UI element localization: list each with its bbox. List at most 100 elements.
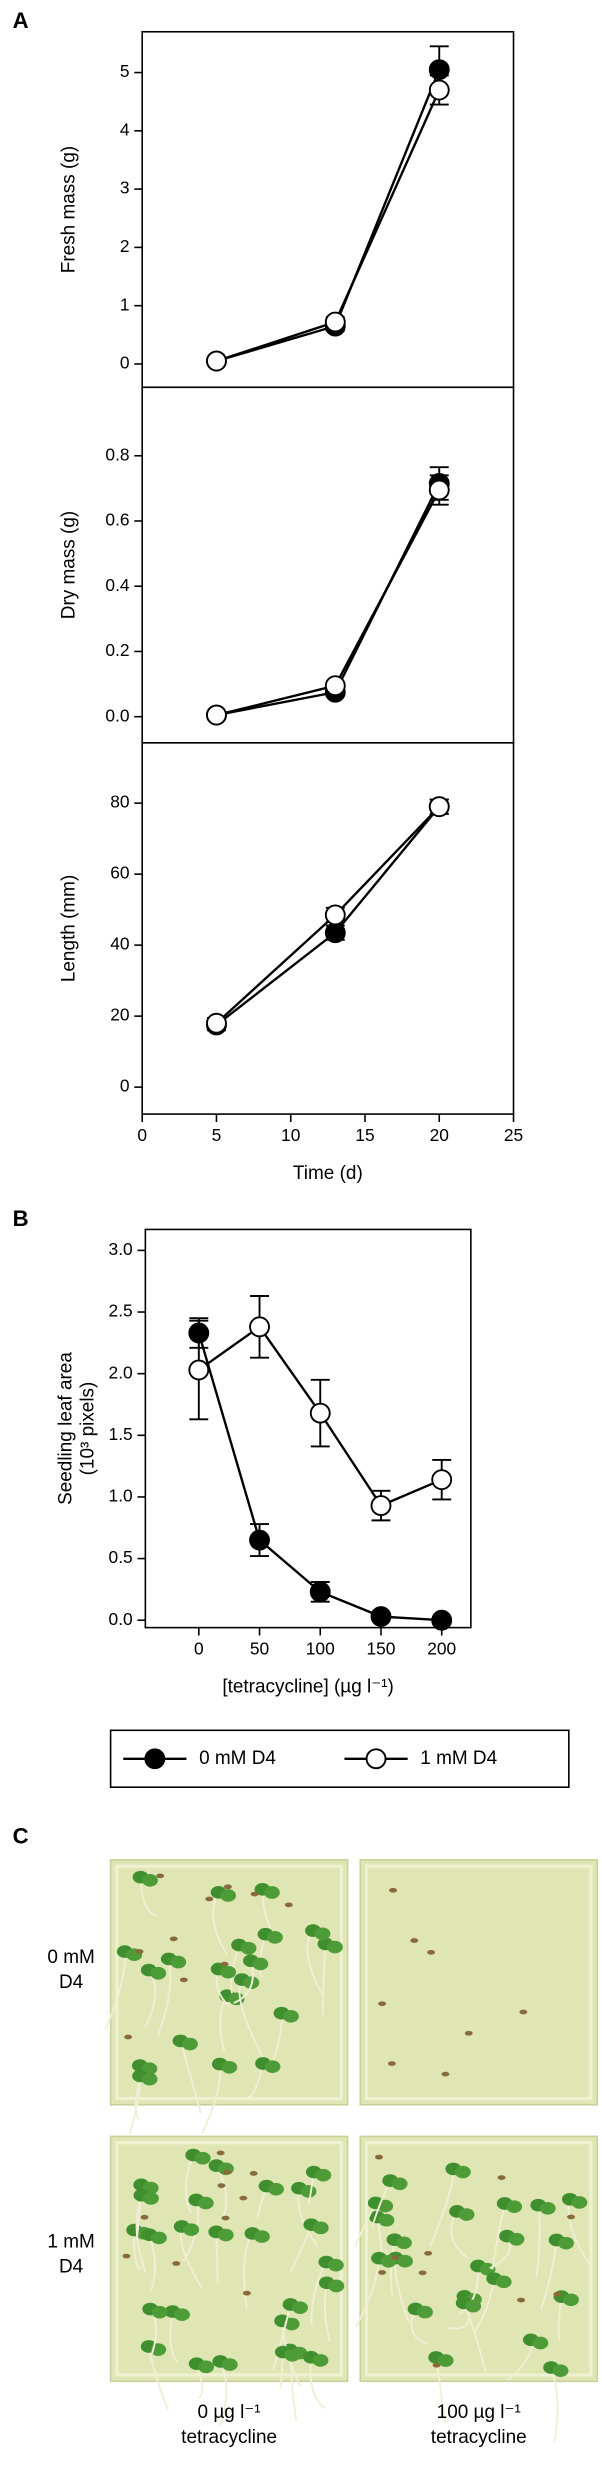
seed	[441, 2071, 450, 2077]
plot-frame	[141, 30, 515, 389]
marker	[431, 1609, 453, 1631]
seedling-leaf	[170, 1955, 187, 1969]
marker	[249, 1529, 270, 1551]
x-axis-label: Time (d)	[293, 1163, 363, 1184]
seedling-leaf	[284, 2348, 301, 2362]
plot-frame	[141, 741, 515, 1115]
photos	[104, 1859, 599, 2443]
seed	[284, 1902, 293, 1908]
column-label: tetracycline	[181, 2427, 277, 2448]
legend-label: 0 mM D4	[199, 1748, 276, 1769]
seedling-stem	[135, 2194, 147, 2273]
seed	[172, 2261, 181, 2266]
seedling-stem	[550, 2367, 559, 2443]
y-tick-label: 1.5	[109, 1424, 133, 1444]
photo	[359, 1859, 599, 2106]
x-axis-label: [tetracycline] (µg l⁻¹)	[222, 1677, 394, 1698]
seed	[424, 2250, 433, 2256]
seedling-leaf	[552, 2364, 569, 2377]
marker	[428, 796, 450, 818]
seed	[553, 2291, 562, 2297]
seed	[427, 1949, 436, 1955]
seedling-leaf	[314, 1927, 331, 1941]
photo-edge	[364, 1864, 593, 2101]
x-tick-label: 100	[306, 1638, 335, 1658]
x-tick-label: 5	[212, 1125, 222, 1145]
seedling-leaf	[539, 2201, 556, 2215]
seed	[464, 2030, 473, 2036]
seedling-leaf	[267, 1931, 283, 1944]
marker	[249, 1316, 270, 1338]
seed	[497, 2175, 506, 2180]
marker	[188, 1359, 210, 1381]
seed	[220, 1961, 229, 1967]
seed	[410, 1938, 419, 1943]
marker	[428, 59, 450, 81]
seedling-leaf	[495, 2275, 512, 2289]
seedling-leaf	[197, 2196, 214, 2210]
column-label: tetracycline	[431, 2427, 527, 2448]
x-tick-label: 20	[430, 1125, 449, 1145]
seedling-leaf	[327, 2258, 344, 2272]
x-tick-label: 10	[281, 1125, 300, 1145]
photo-edge	[115, 1864, 343, 2101]
seedling-leaf	[268, 2182, 284, 2196]
x-tick-label: 0	[137, 1125, 147, 1145]
row-label: D4	[59, 2257, 83, 2278]
seedling-leaf	[141, 2072, 158, 2086]
seed	[517, 2297, 525, 2303]
photo-edge	[115, 2141, 343, 2377]
marker	[370, 1606, 392, 1627]
seedling-leaf	[151, 2305, 168, 2319]
seedling-leaf	[183, 2223, 200, 2236]
seedling-leaf	[532, 2336, 549, 2350]
seedling-leaf	[142, 1873, 158, 1887]
seed	[169, 1936, 178, 1942]
seedling-leaf	[397, 2254, 413, 2268]
seed	[519, 2009, 528, 2015]
seed	[239, 2195, 248, 2201]
y-tick-label: 3.0	[109, 1239, 133, 1259]
seed	[122, 2253, 131, 2259]
y-axis-label: Dry mass (g)	[59, 511, 80, 619]
y-axis-label: (10³ pixels)	[77, 1382, 98, 1476]
y-axis-label: Length (mm)	[59, 875, 80, 982]
seedling-leaf	[292, 2301, 308, 2314]
seed	[135, 1949, 144, 1954]
seedling-stem	[179, 2040, 202, 2114]
marker	[428, 79, 450, 101]
marker	[428, 479, 450, 501]
marker	[206, 1012, 227, 1034]
seedling-leaf	[417, 2305, 433, 2319]
y-tick-label: 0	[120, 1076, 130, 1096]
x-tick-label: 25	[504, 1125, 523, 1145]
marker	[324, 922, 346, 944]
y-axis-label: Seedling leaf area	[55, 1352, 76, 1505]
seedling-leaf	[437, 2354, 454, 2367]
y-axis-label: Fresh mass (g)	[59, 146, 80, 273]
seedling-leaf	[479, 2262, 496, 2276]
seed	[387, 2061, 396, 2066]
column-label: 0 µg l⁻¹	[198, 2402, 261, 2423]
seedling-leaf	[458, 2208, 475, 2221]
seedling-leaf	[506, 2200, 523, 2213]
seedling-stem	[540, 2239, 558, 2310]
series-line	[197, 1332, 442, 1622]
y-tick-label: 0.2	[105, 640, 129, 660]
seed	[375, 2154, 383, 2160]
seedling-leaf	[194, 2151, 211, 2165]
seed	[242, 2290, 251, 2296]
marker	[324, 675, 346, 697]
marker	[309, 1402, 331, 1424]
y-tick-label: 60	[110, 863, 129, 883]
seedling-leaf	[454, 2165, 471, 2179]
seedling-leaf	[264, 2060, 281, 2073]
seedling-leaf	[396, 2236, 412, 2250]
y-tick-label: 2.5	[109, 1301, 133, 1321]
y-tick-label: 0.4	[105, 575, 129, 595]
plot-frame	[144, 1228, 472, 1629]
seed	[418, 2270, 427, 2276]
seedling-leaf	[312, 2354, 329, 2367]
column-label: 100 µg l⁻¹	[437, 2402, 521, 2423]
seed	[389, 1887, 398, 1893]
